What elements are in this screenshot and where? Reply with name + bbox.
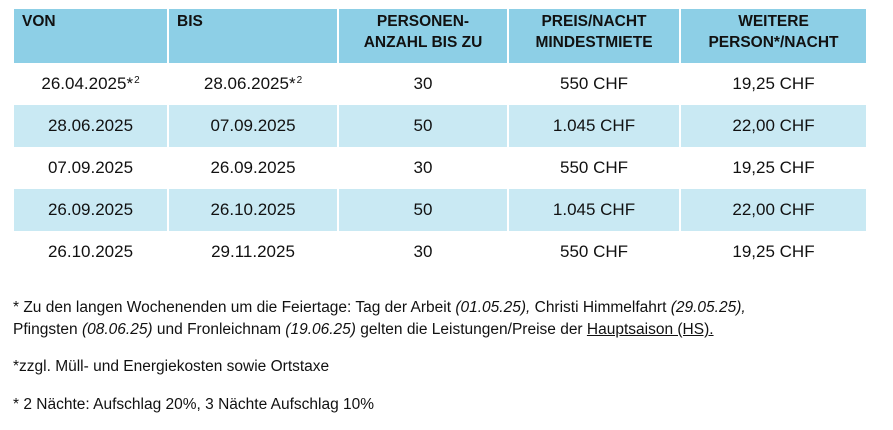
header-personen: PERSONEN- ANZAHL BIS ZU [339, 9, 507, 63]
cell-von: 28.06.2025 [14, 105, 167, 147]
footnote-extra-costs: *zzgl. Müll- und Energiekosten sowie Ort… [13, 358, 330, 375]
cell-bis: 07.09.2025 [169, 105, 337, 147]
cell-personen: 50 [339, 105, 507, 147]
cell-preis: 550 CHF [559, 74, 629, 93]
cell-von: 07.09.2025 [47, 158, 134, 177]
header-preis-line1: PREIS/NACHT [541, 13, 647, 30]
cell-von: 26.09.2025 [14, 189, 167, 231]
table-row: 26.09.2025 26.10.2025 50 1.045 CHF 22,00… [14, 189, 866, 231]
footnote-holidays: * Zu den langen Wochenenden um die Feier… [13, 299, 746, 338]
cell-bis: 29.11.2025 [211, 242, 295, 261]
cell-weitere: 22,00 CHF [681, 189, 866, 231]
header-weitere: WEITERE PERSON*/NACHT [681, 9, 866, 63]
table-row: 28.06.2025 07.09.2025 50 1.045 CHF 22,00… [14, 105, 866, 147]
cell-von: 26.04.2025*2 [41, 74, 140, 93]
cell-bis: 26.10.2025 [169, 189, 337, 231]
date-fronleichnam: (19.06.25) [285, 321, 356, 338]
footnotes: * Zu den langen Wochenenden um die Feier… [13, 297, 885, 416]
cell-preis: 1.045 CHF [509, 105, 679, 147]
date-christi-himmelfahrt: (29.05.25), [670, 299, 746, 316]
header-preis: PREIS/NACHT MINDESTMIETE [509, 9, 679, 63]
header-bis: BIS [169, 9, 337, 63]
cell-preis: 1.045 CHF [509, 189, 679, 231]
cell-weitere: 19,25 CHF [732, 158, 815, 177]
date-tag-der-arbeit: (01.05.25), [455, 299, 531, 316]
header-personen-line2: ANZAHL BIS ZU [363, 34, 483, 51]
cell-weitere: 22,00 CHF [681, 105, 866, 147]
table-header: VON BIS PERSONEN- ANZAHL BIS ZU PREIS/NA… [14, 9, 866, 63]
footnote-marker: 2 [134, 75, 140, 86]
header-weitere-line2: PERSON*/NACHT [708, 34, 839, 51]
cell-preis: 550 CHF [559, 158, 629, 177]
table-row: 26.10.2025 29.11.2025 30 550 CHF 19,25 C… [14, 231, 866, 273]
header-weitere-line1: WEITERE [738, 13, 809, 30]
cell-preis: 550 CHF [559, 242, 629, 261]
cell-von: 26.10.2025 [47, 242, 134, 261]
cell-personen: 50 [339, 189, 507, 231]
table-body: 26.04.2025*2 28.06.2025*2 30 550 CHF 19,… [14, 63, 866, 273]
hauptsaison-link[interactable]: Hauptsaison (HS). [586, 321, 714, 338]
cell-personen: 30 [413, 74, 433, 93]
footnote-surcharge: * 2 Nächte: Aufschlag 20%, 3 Nächte Aufs… [13, 396, 375, 413]
cell-personen: 30 [413, 242, 433, 261]
table-row: 07.09.2025 26.09.2025 30 550 CHF 19,25 C… [14, 147, 866, 189]
table-row: 26.04.2025*2 28.06.2025*2 30 550 CHF 19,… [14, 63, 866, 105]
header-personen-line1: PERSONEN- [376, 13, 470, 30]
cell-weitere: 19,25 CHF [732, 242, 815, 261]
cell-personen: 30 [413, 158, 433, 177]
header-bis-label: BIS [177, 13, 203, 30]
header-von: VON [14, 9, 167, 63]
header-row: VON BIS PERSONEN- ANZAHL BIS ZU PREIS/NA… [14, 9, 866, 63]
cell-bis: 28.06.2025*2 [203, 74, 303, 93]
header-von-label: VON [22, 13, 56, 30]
footnote-marker: 2 [296, 75, 303, 86]
cell-weitere: 19,25 CHF [732, 74, 815, 93]
date-pfingsten: (08.06.25) [81, 321, 153, 338]
price-table: VON BIS PERSONEN- ANZAHL BIS ZU PREIS/NA… [12, 9, 868, 273]
header-preis-line2: MINDESTMIETE [535, 34, 653, 51]
cell-bis: 26.09.2025 [210, 158, 296, 177]
